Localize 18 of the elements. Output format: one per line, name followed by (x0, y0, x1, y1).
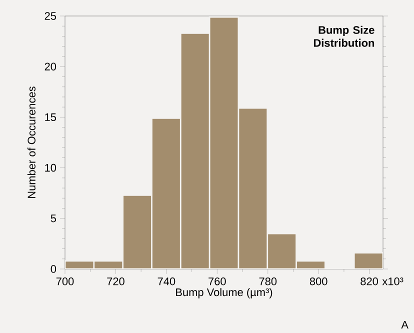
x-axis-title: Bump Volume (µm³) (176, 288, 272, 298)
y-tick-label: 15 (45, 113, 56, 122)
x-tick-label: 740 (158, 278, 176, 286)
y-tick-label: 20 (44, 62, 56, 70)
x-tick-label: 700 (56, 278, 74, 286)
y-axis-title: Number of Occurences (27, 86, 36, 198)
text: x10³ (382, 278, 404, 286)
y-tick-label: 25 (44, 12, 56, 20)
y-tick-label: 5 (50, 214, 56, 222)
text: Bump Size Distribution (314, 26, 374, 47)
y-tick-label: 0 (50, 265, 56, 273)
x-tick-label: 760 (208, 278, 226, 286)
x-tick-label: 720 (107, 278, 124, 286)
y-tick-label: 10 (45, 164, 56, 172)
text: A (401, 320, 408, 328)
x-tick-label: 780 (259, 278, 277, 286)
x-tick-label: 820 (360, 278, 378, 286)
x-tick-label: 800 (310, 278, 328, 286)
